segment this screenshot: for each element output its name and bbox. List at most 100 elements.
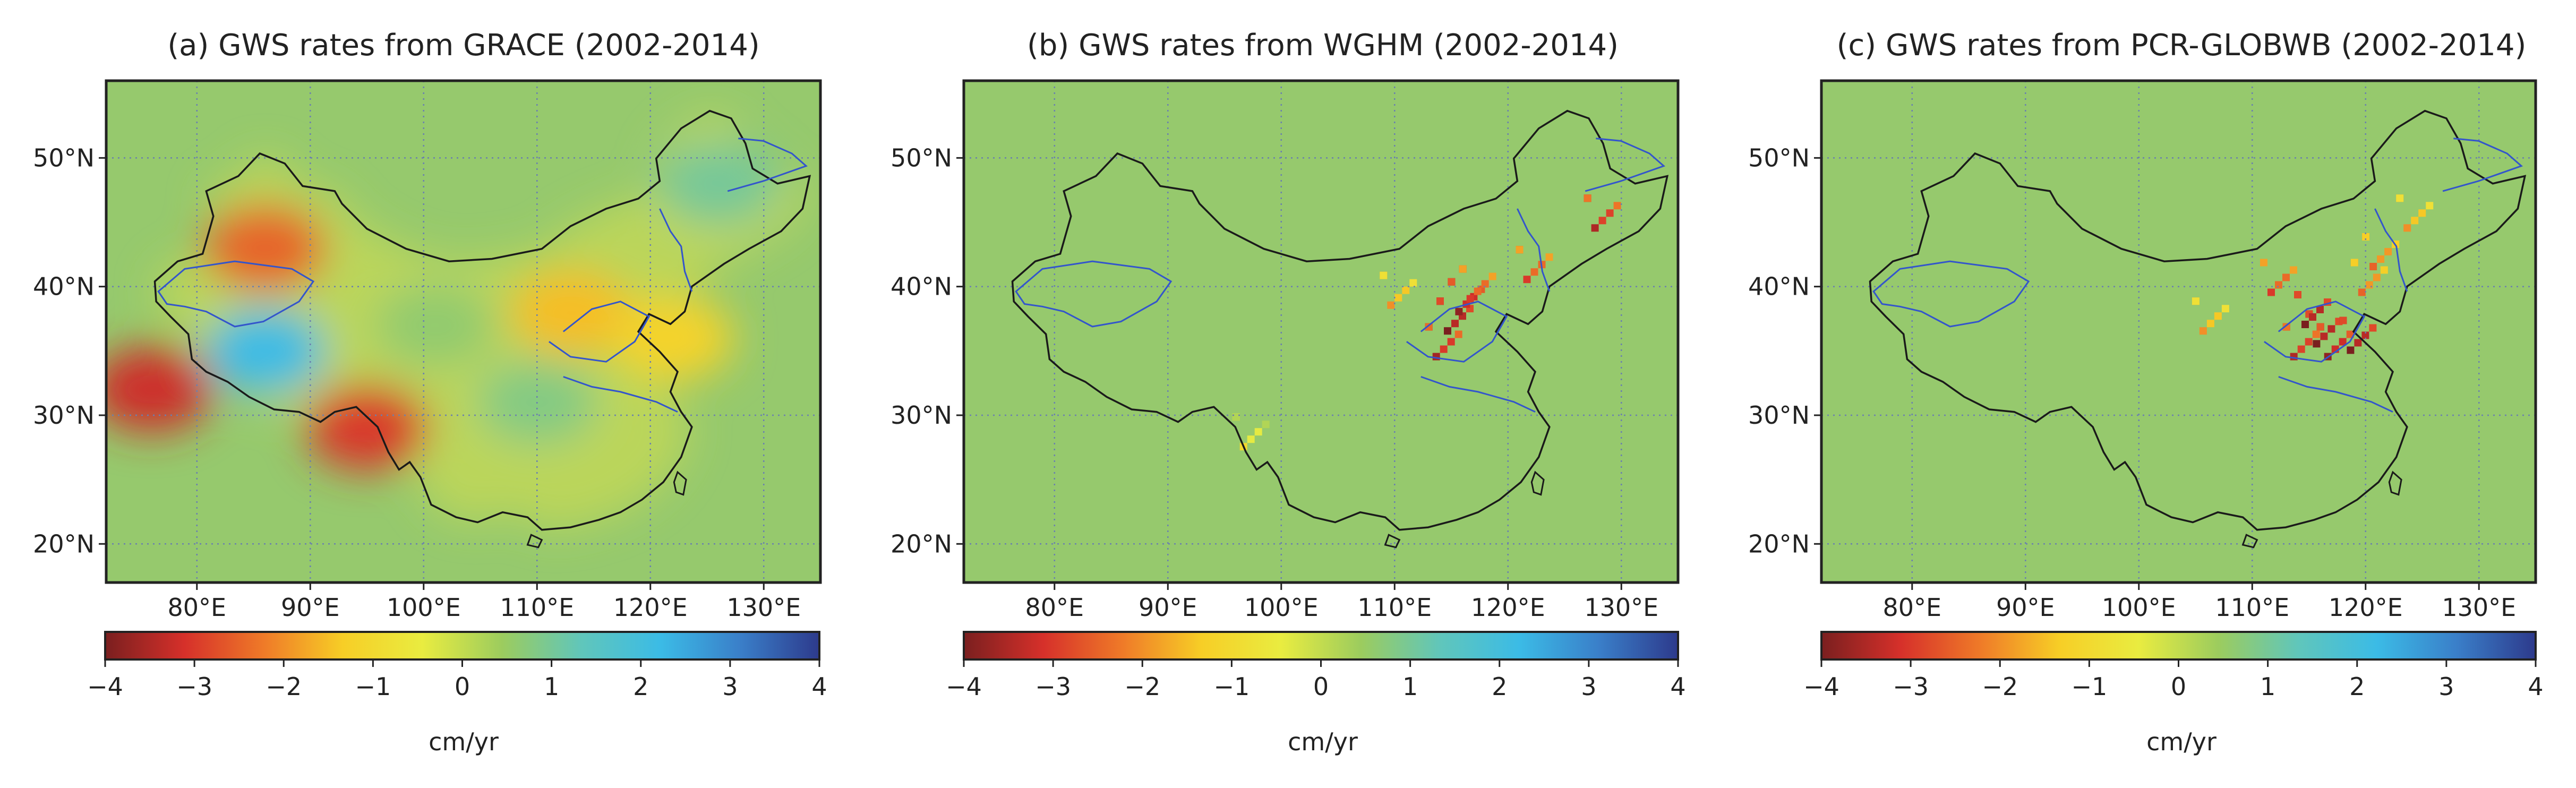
colorbar-tick-label: 0: [455, 672, 470, 701]
grid-cell: [1455, 307, 1463, 315]
colorbar-tick-label: 0: [1313, 672, 1329, 701]
grid-cell: [2369, 263, 2377, 270]
map-frame: [105, 79, 822, 584]
x-tick-label: 100°E: [387, 593, 461, 622]
grid-cell: [1254, 428, 1262, 436]
colorbar-tick-label: 2: [633, 672, 648, 701]
colorbar-tick-label: 0: [2171, 672, 2186, 701]
grid-cell: [1591, 224, 1599, 232]
grid-cell: [1466, 295, 1474, 303]
grid-cell: [2309, 313, 2316, 321]
x-tick-label: 80°E: [167, 593, 226, 622]
x-tick-label: 110°E: [500, 593, 574, 622]
river-basin-outline: [727, 138, 808, 192]
colorbar-gradient: [963, 631, 1679, 661]
grid-cell: [2361, 331, 2369, 339]
colorbar-tick-label: 4: [1670, 672, 1685, 701]
gridlines: [964, 81, 1678, 583]
grid-cell: [2305, 338, 2313, 346]
grid-cell: [2418, 209, 2426, 217]
colorbar: −4 −3 −2 −1 0 1 2 3 4: [87, 631, 827, 701]
colorbar-label: cm/yr: [429, 727, 499, 756]
y-tick-label: 50°N: [1748, 143, 1810, 172]
y-tick-label: 30°N: [33, 401, 95, 430]
panel-wghm: (b) GWS rates from WGHM (2002-2014) 80°E…: [891, 28, 1686, 756]
grid-cell: [2339, 338, 2347, 346]
river-basin-outline: [1585, 138, 1666, 192]
grid-cell: [2350, 259, 2358, 267]
grid-cell: [1584, 194, 1591, 202]
grid-cell: [2301, 321, 2309, 328]
y-tick-label: 40°N: [33, 272, 95, 301]
colorbar-tick-label: −4: [87, 672, 123, 701]
grid-cell: [2214, 312, 2222, 320]
country-outline: [1011, 109, 1669, 531]
grid-cell: [2369, 324, 2377, 332]
grid-cell: [2358, 288, 2366, 296]
colorbar-tick-label: −2: [266, 672, 302, 701]
colorbar-tick-label: 3: [2438, 672, 2454, 701]
grid-cell: [2192, 297, 2200, 305]
grid-cell: [2320, 332, 2328, 340]
colorbar-tick-label: 1: [2260, 672, 2275, 701]
map-background: [1821, 81, 2536, 583]
colorbar-tick-label: 2: [2349, 672, 2365, 701]
grid-cell: [1613, 202, 1621, 210]
river-basin-outline: [2442, 138, 2523, 192]
grid-cell: [2312, 330, 2320, 338]
grid-cell: [2282, 323, 2290, 331]
x-tick-label: 130°E: [726, 593, 801, 622]
gridlines: [1821, 81, 2536, 583]
y-tick-label: 50°N: [33, 143, 95, 172]
grid-cell: [2282, 273, 2290, 281]
x-tick-label: 130°E: [1584, 593, 1658, 622]
heatmap-layer: [1232, 194, 1621, 451]
grid-cell: [2384, 248, 2392, 255]
taiwan-outline: [1530, 470, 1545, 496]
x-tick-label: 120°E: [2329, 593, 2403, 622]
grid-cell: [1447, 338, 1455, 346]
x-tick-label: 110°E: [2215, 593, 2289, 622]
taiwan-outline: [2388, 470, 2402, 496]
grid-cell: [2206, 320, 2214, 328]
panel-title: (a) GWS rates from GRACE (2002-2014): [167, 28, 759, 63]
colorbar-tick-label: −1: [2071, 672, 2107, 701]
y-tick-label: 40°N: [1748, 272, 1810, 301]
colorbar-tick-label: −3: [1035, 672, 1071, 701]
panel-pcr-globwb: (c) GWS rates from PCR-GLOBWB (2002-2014…: [1748, 28, 2544, 756]
y-tick-label: 50°N: [891, 143, 952, 172]
grid-cell: [2354, 339, 2362, 347]
colorbar-tick-label: 3: [722, 672, 738, 701]
map-area: 80°E 90°E 100°E 110°E 120°E 130°E 50°N 40°N 30°N…: [33, 79, 822, 622]
grid-cell: [1432, 353, 1440, 361]
y-tick-label: 20°N: [33, 529, 95, 558]
colorbar-tick-label: 1: [544, 672, 559, 701]
colorbar-gradient: [104, 631, 820, 661]
x-tick-label: 80°E: [1025, 593, 1084, 622]
grid-cell: [1402, 286, 1410, 294]
country-outline: [1869, 109, 2527, 531]
grid-cell: [1454, 330, 1462, 338]
x-tick-label: 110°E: [1357, 593, 1432, 622]
map-background: [964, 81, 1678, 583]
map-area: 80°E 90°E 100°E 110°E 120°E 130°E 50°N 40°N 30°N…: [891, 79, 1680, 622]
hainan-outline: [526, 534, 543, 549]
map-frame: [962, 79, 1680, 584]
grid-cell: [1545, 253, 1553, 261]
grid-cell: [2365, 281, 2373, 289]
river-basin-outline: [2264, 301, 2366, 363]
grid-cell: [2199, 327, 2207, 335]
grid-cell: [1516, 246, 1524, 254]
grid-cell: [1394, 294, 1402, 302]
colorbar-gradient: [1820, 631, 2537, 661]
grid-cell: [1474, 287, 1482, 295]
colorbar-tick-label: 1: [1402, 672, 1418, 701]
panel-title: (b) GWS rates from WGHM (2002-2014): [1027, 28, 1619, 63]
grid-cell: [2426, 202, 2434, 210]
grid-cell: [1262, 421, 1270, 429]
x-tick-label: 90°E: [281, 593, 340, 622]
heatmap-layer: [106, 110, 810, 530]
grid-cell: [1448, 278, 1456, 286]
grid-cell: [1598, 217, 1606, 225]
grid-cell: [2362, 233, 2370, 241]
